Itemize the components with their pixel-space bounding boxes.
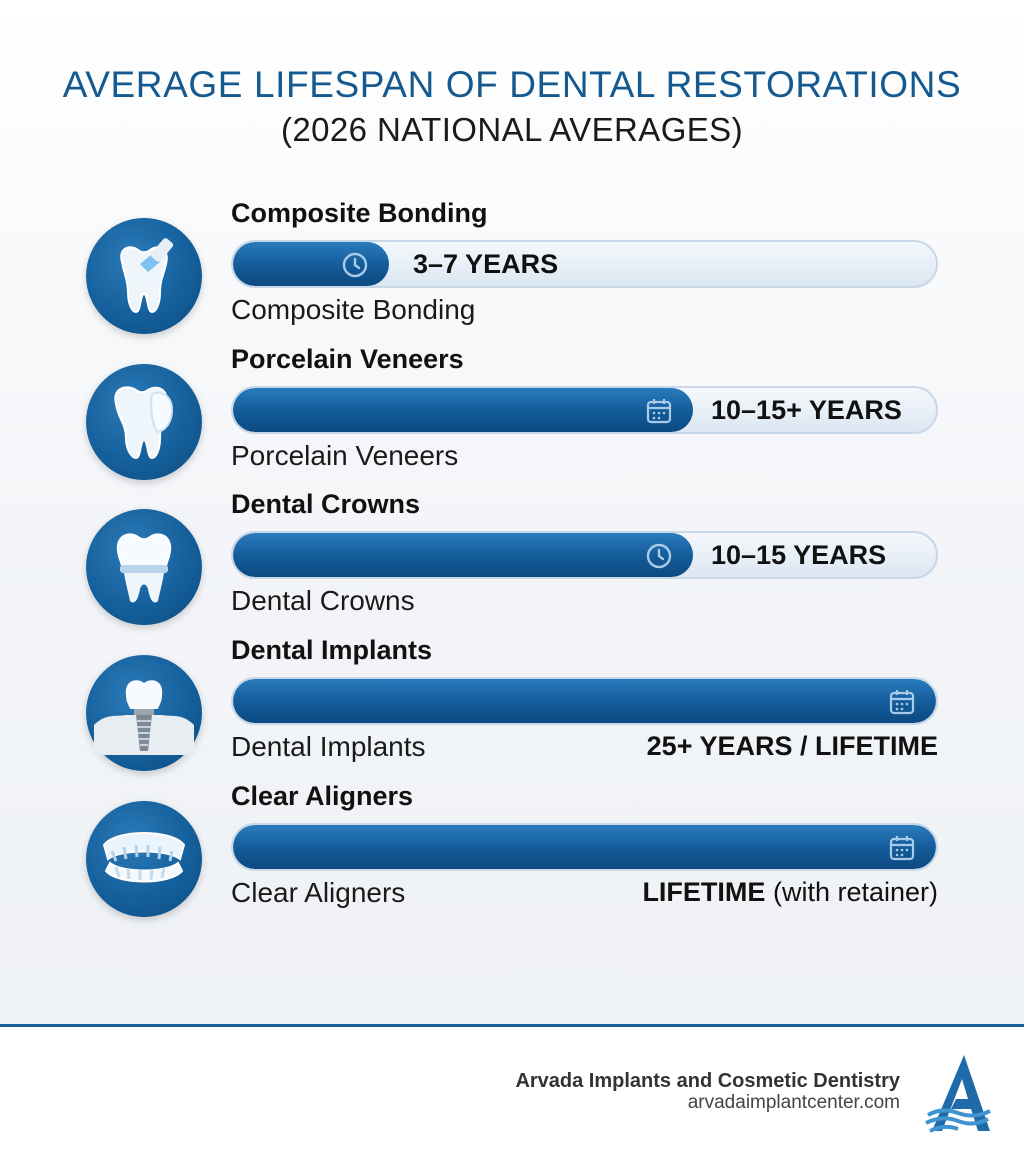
footer-divider: [0, 1024, 1024, 1027]
bar-sublabel: Clear Aligners: [231, 877, 406, 908]
calendar-icon: [645, 397, 673, 425]
bar-track: 10–15+ YEARS: [231, 386, 938, 434]
bar: [233, 679, 936, 723]
data-label: 10–15 YEARS: [711, 540, 887, 570]
calendar-icon: [888, 834, 916, 862]
bar-label: Clear Aligners: [231, 781, 414, 811]
bar-label: Composite Bonding: [231, 198, 488, 228]
chart-subtitle: (2026 NATIONAL AVERAGES): [281, 111, 743, 148]
brand-name: Arvada Implants and Cosmetic Dentistry: [515, 1070, 900, 1092]
chart-row-porcelain-veneers: Porcelain Veneers 10–15+ YEARS Porcelain V…: [0, 344, 1024, 490]
tooth-veneer-icon: [86, 364, 202, 480]
chart-header: AVERAGE LIFESPAN OF DENTAL RESTORATIONS …: [0, 62, 1024, 152]
bar-track: 10–15 YEARS: [231, 531, 938, 579]
data-label: 10–15+ YEARS: [711, 395, 902, 425]
bar-sublabel: Composite Bonding: [231, 294, 476, 325]
bar-label: Porcelain Veneers: [231, 344, 464, 374]
data-label: 25+ YEARS / LIFETIME: [647, 731, 938, 762]
data-label: LIFETIME (with retainer): [642, 877, 938, 908]
bar-label: Dental Crowns: [231, 489, 421, 519]
bar-sublabel: Dental Implants: [231, 731, 426, 762]
bar-track: [231, 677, 938, 725]
data-label: 3–7 YEARS: [413, 249, 559, 279]
data-label-main: LIFETIME: [642, 877, 766, 907]
bar: [233, 533, 693, 577]
bar: [233, 825, 936, 869]
chart-row-composite-bonding: Composite Bonding 3–7 YEARS Composite Bond…: [0, 198, 1024, 344]
bar: [233, 242, 389, 286]
clock-icon: [645, 542, 673, 570]
footer: Arvada Implants and Cosmetic Dentistry a…: [0, 1027, 1024, 1154]
calendar-icon: [888, 688, 916, 716]
dental-implant-icon: [86, 655, 202, 771]
data-label-suffix: (with retainer): [772, 877, 938, 907]
bar-sublabel: Porcelain Veneers: [231, 440, 459, 471]
chart-row-dental-implants: Dental Implants Dental Implants 25+ YEARS …: [0, 635, 1024, 781]
bar-sublabel: Dental Crowns: [231, 585, 415, 616]
chart-title: AVERAGE LIFESPAN OF DENTAL RESTORATIONS: [62, 64, 962, 105]
bar-label: Dental Implants: [231, 635, 433, 665]
chart-row-clear-aligners: Clear Aligners Clear Aligners LIFETIME (wi…: [0, 781, 1024, 927]
brand-url: arvadaimplantcenter.com: [687, 1092, 900, 1113]
bar-track: 3–7 YEARS: [231, 240, 938, 288]
chart-row-dental-crowns: Dental Crowns 10–15 YEARS Dental Crowns: [0, 489, 1024, 635]
brand-logo-icon: [925, 1055, 991, 1133]
tooth-bonding-icon: [86, 218, 202, 334]
data-label-main: 25+ YEARS / LIFETIME: [646, 731, 938, 761]
clear-aligners-icon: [86, 801, 202, 917]
clock-icon: [341, 251, 369, 279]
tooth-crown-icon: [86, 509, 202, 625]
bar-track: [231, 823, 938, 871]
bar: [233, 388, 693, 432]
